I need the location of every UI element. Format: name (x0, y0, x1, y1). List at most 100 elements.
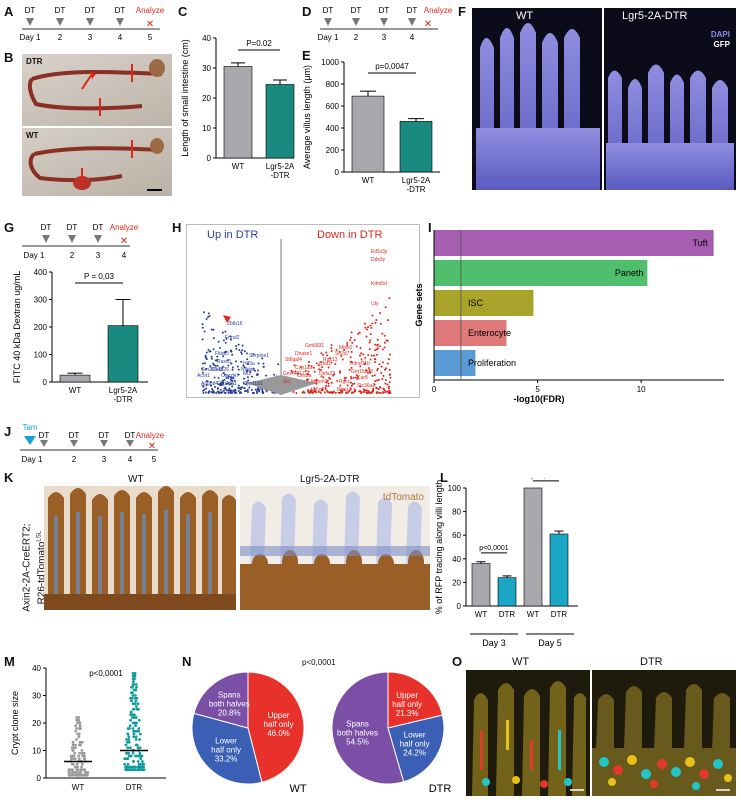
y-tick-label: 10 (202, 124, 211, 133)
volcano-point (241, 344, 244, 347)
data-point (136, 729, 139, 733)
image-title: DTR (640, 656, 663, 668)
bar (523, 487, 543, 607)
volcano-point (383, 368, 386, 371)
svg-text:3: 3 (88, 33, 93, 42)
data-point (74, 743, 77, 747)
clone-image-dtr (592, 670, 736, 796)
analyze-label: Analyze (110, 223, 139, 232)
volcano-point (295, 391, 298, 394)
volcano-point (353, 388, 356, 391)
volcano-point (239, 388, 242, 391)
dt-marker: DT (55, 6, 66, 26)
data-point (77, 754, 80, 758)
volcano-point (320, 375, 323, 378)
svg-text:DT: DT (379, 6, 390, 15)
volcano-point (330, 361, 333, 364)
panel-label-l: L (440, 470, 448, 485)
svg-text:DT: DT (351, 6, 362, 15)
data-point (134, 754, 138, 758)
ihc-image-wt (44, 486, 236, 610)
data-point (67, 771, 71, 774)
clone-image-wt (466, 670, 590, 796)
gene-label: Nfkbia (241, 367, 255, 373)
data-point (135, 721, 138, 725)
volcano-point (254, 388, 257, 391)
panel-label-e: E (302, 48, 311, 63)
volcano-point (219, 346, 222, 349)
bar (351, 95, 385, 173)
volcano-point (350, 366, 353, 369)
volcano-point (205, 351, 208, 354)
y-tick-label: 80 (452, 508, 461, 517)
p-value: p<0,0001 (531, 478, 560, 480)
cross-icon: ✕ (120, 236, 128, 247)
volcano-point (243, 387, 246, 390)
y-tick-label: 200 (34, 323, 48, 332)
volcano-point (328, 377, 331, 380)
bar-label: ISC (468, 298, 484, 308)
data-point (129, 696, 133, 700)
data-point (126, 762, 130, 766)
gene-label: Defa23 (319, 371, 335, 377)
x-tick-label: Lgr5-2A -DTR (109, 386, 138, 404)
volcano-point (243, 366, 246, 369)
svg-text:DT: DT (55, 6, 66, 15)
volcano-point (383, 341, 386, 344)
volcano-point (375, 391, 378, 394)
volcano-point (309, 389, 312, 392)
data-point (140, 768, 143, 772)
data-point (76, 721, 79, 725)
volcano-point (369, 358, 372, 361)
timeline-g: DT DT DT Analyze ✕ Day 1 2 3 4 (22, 223, 139, 260)
svg-text:Day 1: Day 1 (20, 33, 41, 42)
y-tick-label: 20 (32, 719, 41, 728)
volcano-point (343, 388, 346, 391)
data-point (139, 765, 143, 769)
data-point (78, 721, 82, 725)
volcano-point (237, 384, 240, 387)
volcano-point (228, 387, 231, 390)
volcano-point (225, 376, 228, 379)
volcano-point (366, 328, 369, 331)
volcano-point (324, 387, 327, 390)
data-point (77, 773, 81, 777)
svg-text:DT: DT (25, 6, 36, 15)
volcano-point (231, 366, 234, 369)
svg-text:4: 4 (118, 33, 123, 42)
gene-label: Sst (283, 379, 291, 385)
gene-label: Frmd2 (225, 335, 240, 341)
data-point (132, 735, 136, 739)
analyze-label: Analyze (136, 6, 165, 15)
volcano-point (217, 340, 220, 343)
down-label: Down in DTR (317, 229, 383, 241)
volcano-point (320, 352, 323, 355)
volcano-point (314, 390, 317, 393)
volcano-point (245, 389, 248, 392)
gene-label: Serpine1 (249, 353, 269, 359)
volcano-point (215, 359, 218, 362)
image-title: WT (512, 656, 530, 668)
volcano-point (229, 391, 232, 394)
svg-text:DT: DT (125, 431, 136, 440)
volcano-point (359, 365, 362, 368)
data-point (80, 749, 84, 752)
volcano-point (248, 386, 251, 389)
volcano-point (336, 379, 339, 382)
volcano-point (249, 371, 252, 374)
volcano-point (384, 379, 387, 382)
cross-icon: ✕ (146, 19, 154, 30)
bar (265, 84, 295, 159)
volcano-point (333, 373, 336, 376)
volcano-point (277, 363, 280, 366)
volcano-point (221, 379, 224, 382)
gene-label: Uty (371, 301, 379, 307)
volcano-point (370, 326, 373, 329)
volcano-point (339, 370, 342, 373)
volcano-point (354, 390, 357, 393)
panel-label-d: D (302, 4, 312, 19)
group-label: Day 5 (538, 638, 562, 648)
volcano-point (221, 331, 224, 334)
volcano-point (258, 388, 261, 391)
data-point (70, 768, 74, 772)
